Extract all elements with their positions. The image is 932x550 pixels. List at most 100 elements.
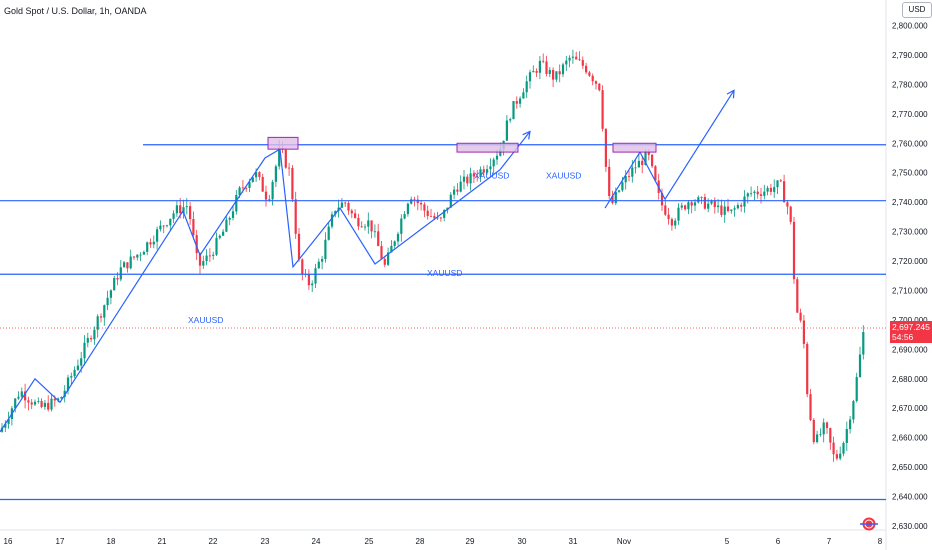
candle-body (769, 187, 772, 192)
candle-body (660, 192, 664, 206)
candle-body (231, 211, 235, 218)
price-tick-label: 2,700.000 (892, 316, 928, 325)
candle-body (80, 358, 83, 366)
candle-body (57, 398, 60, 401)
candle-body (614, 191, 617, 204)
trend-path-line[interactable] (0, 148, 501, 433)
currency-selector[interactable]: USD (902, 2, 932, 18)
price-tick-label: 2,670.000 (892, 404, 928, 413)
candle-body (119, 267, 122, 280)
candle-body (829, 428, 832, 443)
candle-body (558, 71, 561, 75)
candle-body (367, 220, 370, 227)
candle-body (426, 210, 429, 216)
candle-body (66, 377, 70, 391)
candle-body (416, 199, 419, 203)
candle-body (792, 221, 796, 280)
symbol-annotation[interactable]: XAUUSD (188, 315, 223, 325)
candle-body (238, 187, 241, 196)
price-tick-label: 2,730.000 (892, 228, 928, 237)
candle-body (255, 172, 258, 178)
candle-body (720, 205, 723, 215)
candle-body (786, 202, 789, 207)
candle-body (548, 69, 551, 74)
candle-body (258, 172, 261, 177)
price-tick-label: 2,690.000 (892, 345, 928, 354)
candle-body (809, 394, 812, 420)
price-tick-label: 2,660.000 (892, 434, 928, 443)
candle-body (522, 92, 525, 99)
time-tick-label: 21 (158, 537, 167, 546)
candle-body (519, 98, 522, 104)
time-tick-label: Nov (617, 537, 631, 546)
trend-segment-line[interactable] (604, 151, 641, 209)
candle-body (796, 279, 799, 313)
candle-body (403, 214, 406, 219)
candle-body (486, 169, 489, 173)
price-tick-label: 2,630.000 (892, 522, 928, 531)
candle-body (773, 187, 776, 192)
price-tick-label: 2,750.000 (892, 169, 928, 178)
candle-body (152, 241, 155, 245)
current-price-tag: 2,697.245 54:56 (890, 321, 932, 343)
candle-body (680, 205, 683, 208)
candle-body (849, 419, 852, 430)
candle-body (165, 225, 169, 227)
candle-body (264, 191, 268, 200)
candle-body (314, 268, 317, 284)
candle-body (350, 210, 353, 214)
candle-body (53, 398, 56, 401)
candle-body (746, 193, 749, 197)
candle-body (7, 419, 10, 424)
candle-body (456, 189, 459, 192)
candle-body (816, 434, 819, 443)
candle-body (156, 229, 159, 242)
price-tick-label: 2,770.000 (892, 110, 928, 119)
time-tick-label: 18 (107, 537, 116, 546)
candle-body (96, 316, 99, 330)
candle-body (812, 419, 815, 443)
candle-body (202, 261, 205, 266)
candle-body (123, 262, 126, 268)
candle-body (146, 242, 149, 252)
resistance-box[interactable] (612, 142, 657, 153)
resistance-box[interactable] (267, 136, 299, 150)
candle-body (585, 65, 588, 73)
candle-body (700, 197, 703, 198)
time-tick-label: 8 (878, 537, 883, 546)
resistance-box[interactable] (456, 142, 519, 153)
time-tick-label: 17 (56, 537, 65, 546)
candle-body (750, 193, 753, 194)
symbol-annotation[interactable]: XAUUSD (427, 268, 462, 278)
price-tick-label: 2,720.000 (892, 257, 928, 266)
candle-body (248, 182, 251, 188)
candle-body (340, 202, 343, 208)
candle-body (169, 218, 172, 226)
projection-arrow-line[interactable] (664, 89, 735, 200)
price-tick-label: 2,740.000 (892, 198, 928, 207)
symbol-annotation[interactable]: XAUUSD (546, 171, 581, 181)
price-tick-label: 2,780.000 (892, 80, 928, 89)
candle-body (538, 60, 541, 73)
candle-body (670, 219, 673, 226)
symbol-annotation[interactable]: XAUUSD (474, 171, 509, 181)
candle-body (321, 259, 324, 262)
candle-body (469, 173, 472, 184)
candle-body (733, 208, 736, 210)
candle-body (433, 216, 436, 219)
candle-body (459, 181, 462, 192)
candle-body (83, 342, 86, 359)
candle-body (268, 199, 271, 201)
candle-body (839, 453, 842, 459)
candle-body (759, 194, 763, 196)
trend-segment-line[interactable] (639, 151, 666, 200)
candle-body (142, 251, 145, 255)
time-tick-label: 22 (209, 537, 218, 546)
tradingview-logo-icon[interactable] (858, 517, 880, 531)
candle-body (492, 159, 495, 167)
candle-body (363, 226, 367, 228)
candle-body (43, 402, 46, 407)
candle-body (93, 329, 96, 340)
candle-body (535, 71, 538, 73)
